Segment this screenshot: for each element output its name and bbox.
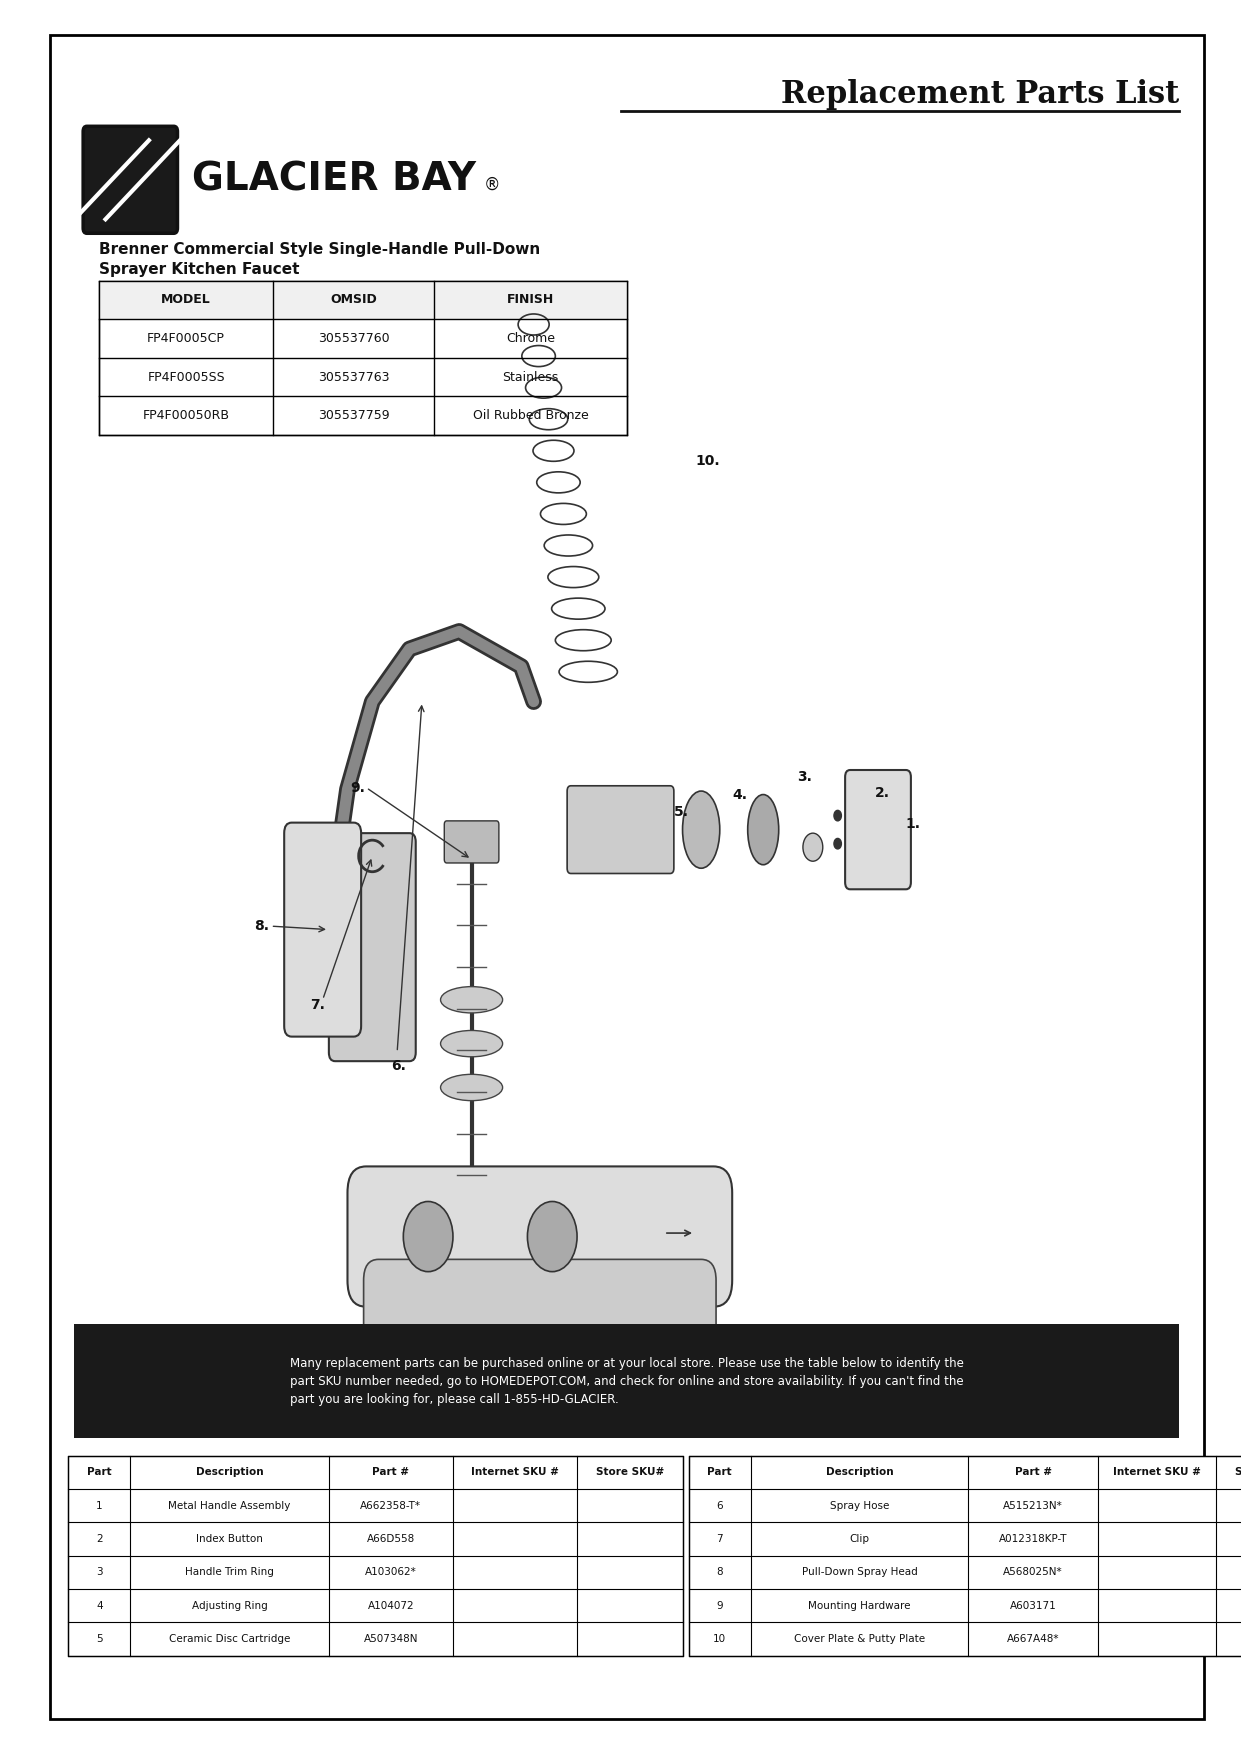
Text: 5.: 5. (674, 805, 689, 819)
Text: 2: 2 (96, 1535, 103, 1544)
Text: Metal Handle Assembly: Metal Handle Assembly (169, 1501, 290, 1510)
Text: 3: 3 (96, 1568, 103, 1577)
Circle shape (834, 838, 841, 849)
Text: A104072: A104072 (367, 1601, 414, 1610)
Text: Internet SKU #: Internet SKU # (472, 1468, 558, 1477)
Text: A103062*: A103062* (365, 1568, 417, 1577)
Text: A662358-T*: A662358-T* (360, 1501, 422, 1510)
Ellipse shape (441, 1073, 503, 1102)
Text: 6.: 6. (391, 1059, 406, 1073)
Ellipse shape (683, 791, 720, 868)
Text: Clip: Clip (849, 1535, 870, 1544)
Text: 1.: 1. (906, 817, 921, 831)
Text: Description: Description (196, 1468, 263, 1477)
Text: Adjusting Ring: Adjusting Ring (191, 1601, 268, 1610)
Text: FP4F0005SS: FP4F0005SS (148, 370, 225, 384)
Text: A515213N*: A515213N* (1003, 1501, 1064, 1510)
Text: OMSID: OMSID (330, 293, 377, 307)
Bar (99, 281, 627, 435)
Ellipse shape (441, 1031, 503, 1056)
Text: A667A48*: A667A48* (1006, 1635, 1060, 1643)
Text: GLACIER BAY: GLACIER BAY (192, 161, 477, 198)
FancyBboxPatch shape (444, 821, 499, 863)
Ellipse shape (441, 986, 503, 1012)
Text: FINISH: FINISH (506, 293, 555, 307)
Circle shape (527, 1201, 577, 1272)
FancyBboxPatch shape (567, 786, 674, 873)
Text: 3.: 3. (797, 770, 812, 784)
Text: Mounting Hardware: Mounting Hardware (808, 1601, 911, 1610)
Text: Cover Plate & Putty Plate: Cover Plate & Putty Plate (794, 1635, 925, 1643)
Text: 5: 5 (96, 1635, 103, 1643)
Text: 305537760: 305537760 (318, 332, 390, 346)
Text: Stainless: Stainless (503, 370, 558, 384)
Text: Brenner Commercial Style Single-Handle Pull-Down
Sprayer Kitchen Faucet: Brenner Commercial Style Single-Handle P… (99, 242, 541, 277)
Text: Chrome: Chrome (506, 332, 555, 346)
Text: 1: 1 (96, 1501, 103, 1510)
Text: Part: Part (87, 1468, 112, 1477)
Text: 305537759: 305537759 (318, 409, 390, 423)
FancyBboxPatch shape (347, 1166, 732, 1307)
Text: Oil Rubbed Bronze: Oil Rubbed Bronze (473, 409, 588, 423)
Text: 8: 8 (716, 1568, 724, 1577)
Text: Store SKU#: Store SKU# (1235, 1468, 1241, 1477)
Circle shape (803, 833, 823, 861)
Text: 305537763: 305537763 (318, 370, 390, 384)
FancyBboxPatch shape (364, 1259, 716, 1372)
Text: Index Button: Index Button (196, 1535, 263, 1544)
Text: ®: ® (484, 175, 500, 195)
Text: A012318KP-T: A012318KP-T (999, 1535, 1067, 1544)
Text: Part #: Part # (372, 1468, 410, 1477)
Text: Part: Part (707, 1468, 732, 1477)
Bar (74, 1324, 1179, 1438)
Text: 9.: 9. (350, 781, 365, 795)
Text: A66D558: A66D558 (367, 1535, 414, 1544)
Text: 6: 6 (716, 1501, 724, 1510)
Text: A507348N: A507348N (364, 1635, 418, 1643)
Text: Spray Hose: Spray Hose (830, 1501, 889, 1510)
Text: Pull-Down Spray Head: Pull-Down Spray Head (802, 1568, 917, 1577)
Text: MODEL: MODEL (161, 293, 211, 307)
Text: Store SKU#: Store SKU# (596, 1468, 664, 1477)
Text: Internet SKU #: Internet SKU # (1113, 1468, 1201, 1477)
FancyBboxPatch shape (845, 770, 911, 889)
Text: FP4F00050RB: FP4F00050RB (143, 409, 230, 423)
Text: Handle Trim Ring: Handle Trim Ring (185, 1568, 274, 1577)
Text: Part #: Part # (1015, 1468, 1051, 1477)
FancyBboxPatch shape (329, 833, 416, 1061)
FancyBboxPatch shape (83, 126, 177, 233)
Bar (99, 281, 627, 319)
Text: Description: Description (825, 1468, 894, 1477)
Text: A568025N*: A568025N* (1003, 1568, 1064, 1577)
FancyBboxPatch shape (284, 823, 361, 1037)
Text: A603171: A603171 (1010, 1601, 1056, 1610)
Text: 9: 9 (716, 1601, 724, 1610)
Circle shape (834, 810, 841, 821)
Bar (689, 1456, 1241, 1656)
Ellipse shape (747, 795, 779, 865)
Circle shape (403, 1201, 453, 1272)
Text: Many replacement parts can be purchased online or at your local store. Please us: Many replacement parts can be purchased … (289, 1358, 964, 1405)
Text: 8.: 8. (254, 919, 269, 933)
Text: Replacement Parts List: Replacement Parts List (781, 79, 1179, 111)
Text: 10.: 10. (695, 454, 720, 468)
Text: 10: 10 (714, 1635, 726, 1643)
Text: 2.: 2. (875, 786, 890, 800)
Text: 4.: 4. (732, 788, 747, 802)
Text: Ceramic Disc Cartridge: Ceramic Disc Cartridge (169, 1635, 290, 1643)
Text: 7: 7 (716, 1535, 724, 1544)
Text: 4: 4 (96, 1601, 103, 1610)
Bar (68, 1456, 683, 1656)
Text: 7.: 7. (310, 998, 325, 1012)
Text: FP4F0005CP: FP4F0005CP (148, 332, 225, 346)
